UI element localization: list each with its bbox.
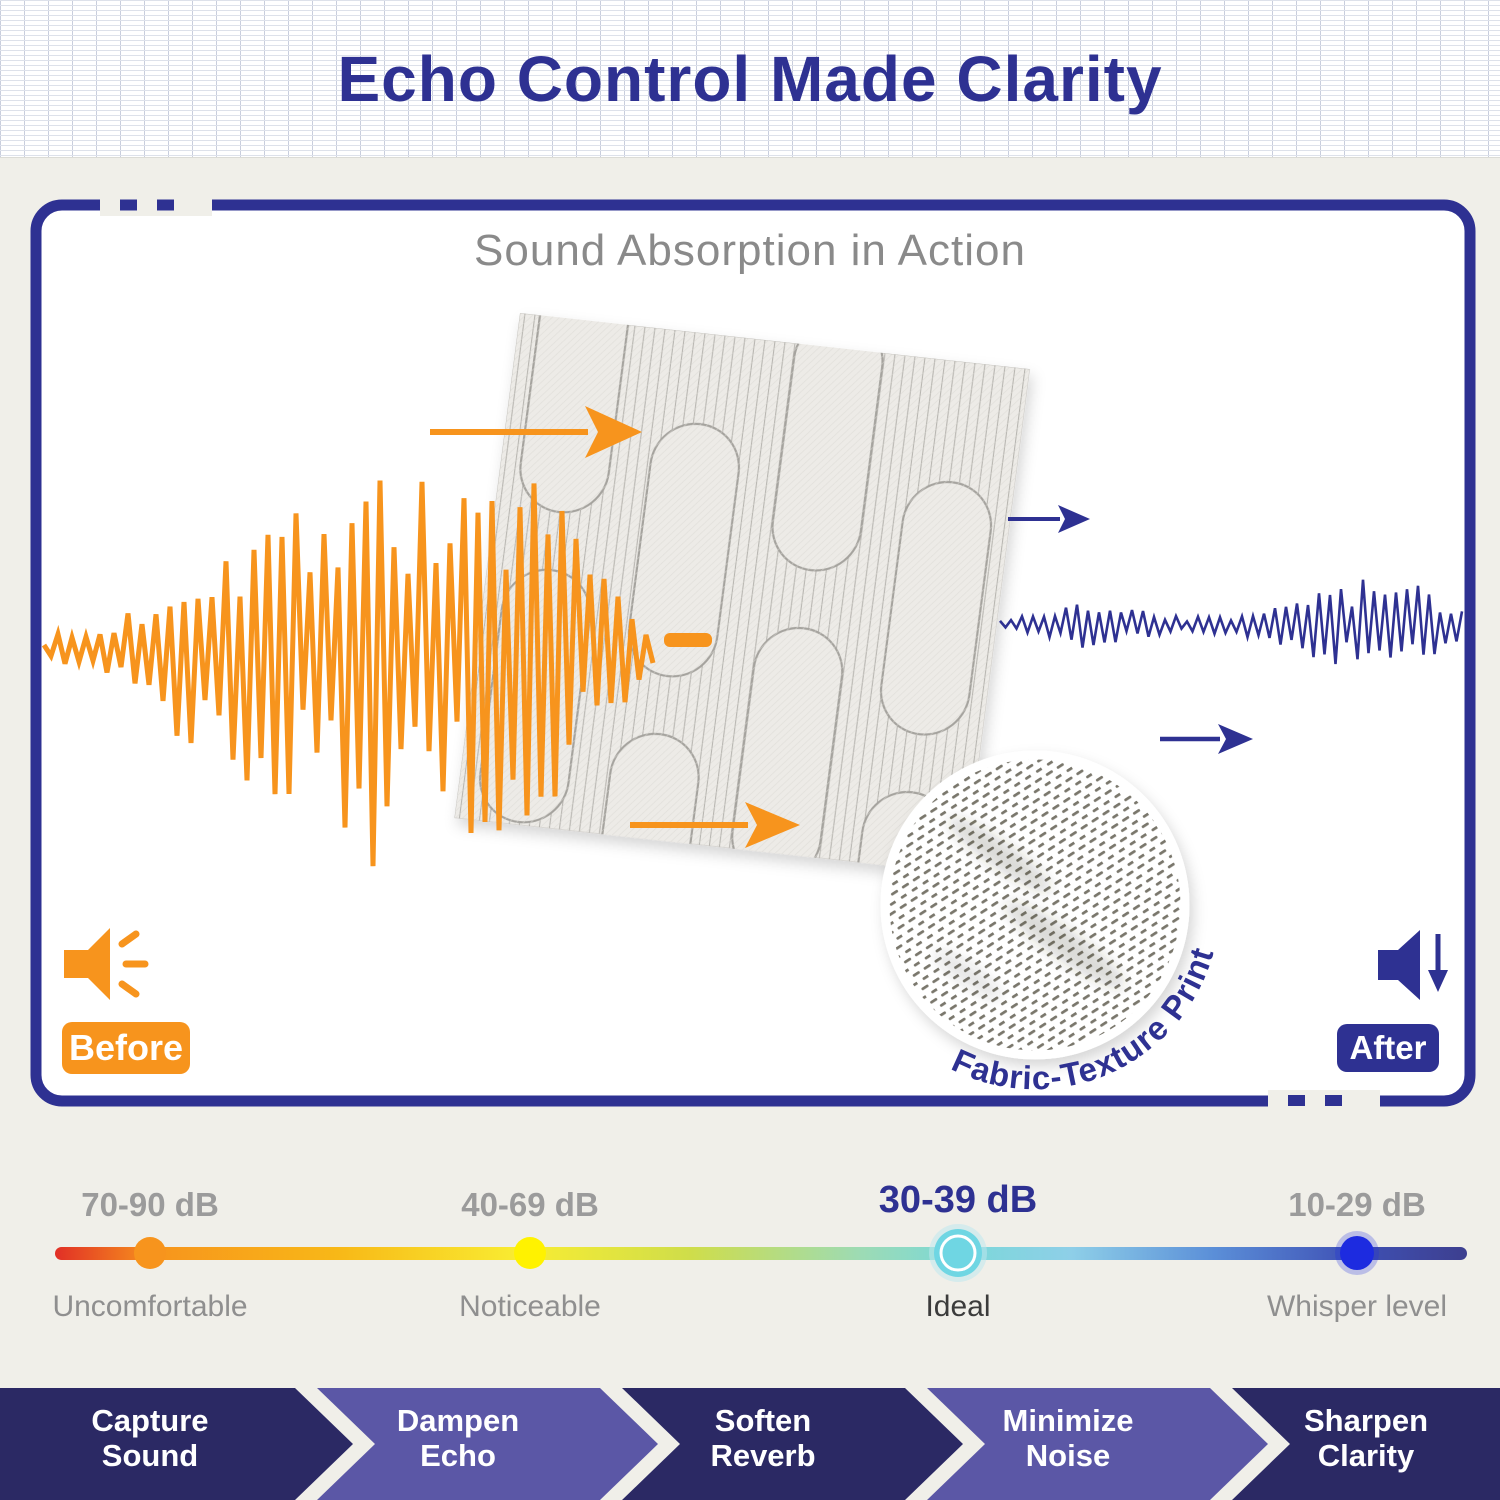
chevron-capture-sound: [0, 1388, 353, 1500]
db-label-uncomfortable: Uncomfortable: [52, 1290, 248, 1323]
step-minimize-noise: Minimize Noise: [1002, 1403, 1134, 1473]
speaker-quiet-icon: [1378, 930, 1448, 1000]
step-soften-reverb: Soften Reverb: [710, 1403, 816, 1473]
db-label-whisper: Whisper level: [1266, 1290, 1448, 1323]
border-dash: [157, 199, 174, 211]
waveform-before: [41, 480, 656, 867]
absorbed-signal-bar: [664, 633, 712, 647]
db-dot-70-90: [134, 1237, 166, 1269]
db-dot-40-69: [514, 1237, 546, 1269]
step-capture-sound: Capture Sound: [91, 1403, 209, 1473]
chevron-dampen-echo: [317, 1388, 658, 1500]
db-dot-30-39: [929, 1224, 987, 1282]
db-scale-track: [55, 1247, 1467, 1260]
border-gap-top: [100, 196, 212, 216]
db-label-noticeable: Noticeable: [459, 1290, 601, 1323]
chevron-minimize-noise: [927, 1388, 1268, 1500]
step-sharpen-clarity: Sharpen Clarity: [1303, 1403, 1429, 1473]
db-range-30-39: 30-39 dB: [878, 1179, 1038, 1221]
border-dash: [120, 199, 137, 211]
db-dot-10-29: [1335, 1231, 1379, 1275]
process-chevrons: [0, 1388, 1500, 1500]
sound-in-arrow-top: [430, 406, 642, 458]
db-range-40-69: 40-69 dB: [461, 1186, 599, 1223]
db-range-10-29: 10-29 dB: [1288, 1186, 1426, 1223]
fabric-texture-inset: [880, 750, 1190, 1060]
panel-title: Sound Absorption in Action: [474, 226, 1026, 275]
border-gap-bottom: [1268, 1090, 1380, 1110]
sound-in-arrow-bottom: [630, 802, 800, 848]
page-title: Echo Control Made Clarity: [337, 42, 1163, 115]
before-badge: Before: [62, 1022, 190, 1074]
speaker-loud-icon: [64, 928, 149, 1000]
acoustic-panel-graphic: [454, 313, 1030, 875]
after-badge: After: [1337, 1024, 1439, 1072]
step-dampen-echo: Dampen Echo: [396, 1403, 520, 1473]
db-scale: [55, 1224, 1467, 1282]
fabric-smudges: [934, 817, 1125, 1000]
db-range-70-90: 70-90 dB: [81, 1186, 219, 1223]
db-label-ideal: Ideal: [925, 1290, 991, 1323]
chevron-sharpen-clarity: [1232, 1388, 1500, 1500]
title-banner: Echo Control Made Clarity: [0, 0, 1500, 158]
border-dash: [1288, 1095, 1305, 1106]
sound-out-arrow-top: [1008, 505, 1090, 533]
border-dash: [1325, 1095, 1342, 1106]
chevron-soften-reverb: [622, 1388, 963, 1500]
sound-out-arrow-bottom: [1160, 724, 1253, 754]
waveform-after: [999, 579, 1464, 665]
